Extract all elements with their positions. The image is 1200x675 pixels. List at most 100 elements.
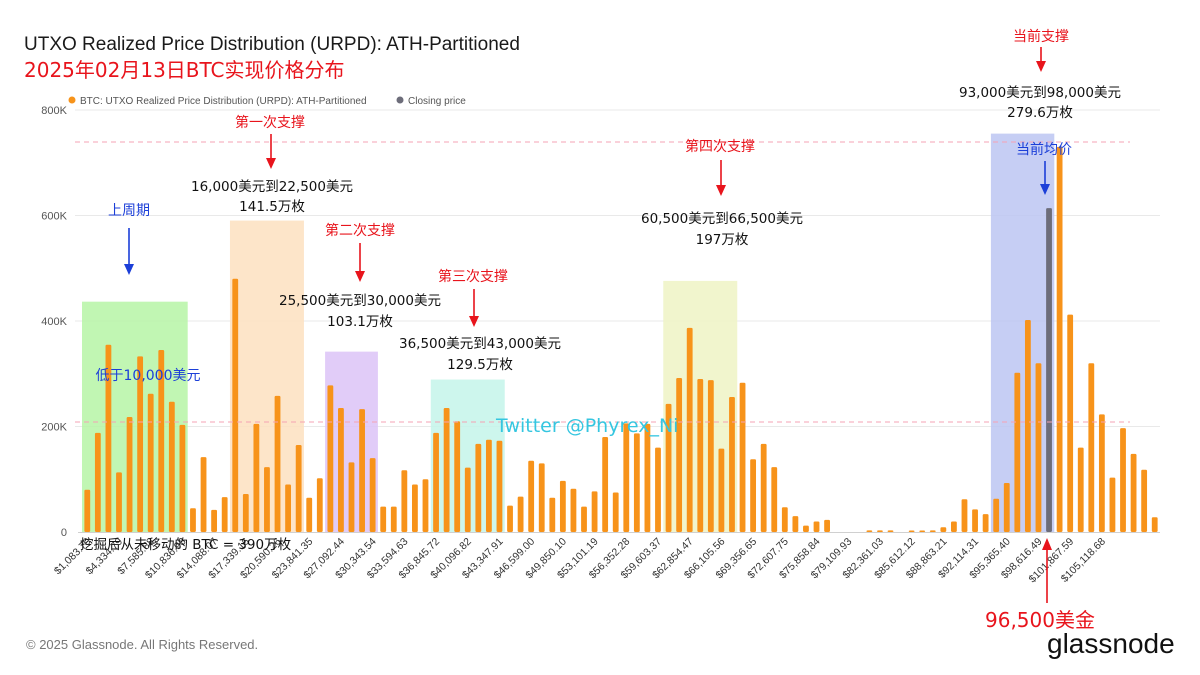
urpd-bar[interactable] [697,379,704,532]
urpd-bar[interactable] [1109,477,1116,532]
urpd-bar[interactable] [644,423,651,532]
urpd-bar[interactable] [105,344,112,532]
urpd-bar[interactable] [919,530,926,533]
urpd-bar[interactable] [1056,146,1063,533]
urpd-bar[interactable] [887,530,894,532]
urpd-bar[interactable] [750,459,757,532]
urpd-bar[interactable] [940,527,947,532]
urpd-bar[interactable] [211,509,218,532]
urpd-bar[interactable] [549,497,556,532]
urpd-bar[interactable] [665,403,672,532]
urpd-bar[interactable] [168,401,175,532]
urpd-bar[interactable] [380,506,387,532]
urpd-bar[interactable] [264,467,270,532]
urpd-bar[interactable] [602,437,609,532]
urpd-bar[interactable] [528,460,535,532]
urpd-bar[interactable] [359,409,365,532]
urpd-bar[interactable] [221,497,228,532]
urpd-bar[interactable] [158,350,165,532]
urpd-bar[interactable] [422,479,429,532]
urpd-bar[interactable] [559,480,566,532]
urpd-bar[interactable] [327,385,334,532]
urpd-bar[interactable] [581,506,587,532]
closing-price-bar[interactable] [1046,208,1052,533]
urpd-bar[interactable] [306,497,313,532]
urpd-bar[interactable] [147,393,154,532]
urpd-bar[interactable] [824,519,830,532]
urpd-bar[interactable] [982,514,989,532]
urpd-bar[interactable] [1130,453,1137,532]
urpd-bar[interactable] [676,377,683,532]
urpd-bar[interactable] [200,457,207,532]
urpd-bar[interactable] [232,278,239,532]
urpd-bar[interactable] [951,521,957,532]
urpd-bar[interactable] [433,432,439,532]
urpd-bar[interactable] [285,484,291,532]
urpd-bar[interactable] [729,396,735,532]
urpd-bar[interactable] [190,508,196,532]
urpd-bar[interactable] [760,443,767,532]
urpd-bar[interactable] [443,408,450,532]
urpd-bar[interactable] [591,491,598,532]
legend-label-closing[interactable]: Closing price [408,96,466,107]
urpd-bar[interactable] [1014,372,1021,532]
urpd-bar[interactable] [116,472,122,532]
urpd-bar[interactable] [781,507,788,532]
urpd-bar[interactable] [1024,319,1031,532]
urpd-bar[interactable] [517,496,524,532]
urpd-bar[interactable] [1120,428,1126,532]
urpd-bar[interactable] [94,432,101,532]
urpd-bar[interactable] [485,439,492,532]
urpd-bar[interactable] [538,463,545,532]
urpd-bar[interactable] [623,423,630,532]
urpd-bar[interactable] [348,462,355,532]
urpd-bar[interactable] [464,467,471,532]
urpd-bar[interactable] [961,499,968,532]
urpd-bar[interactable] [369,458,376,532]
urpd-bar[interactable] [570,488,577,532]
urpd-bar[interactable] [1088,363,1095,532]
urpd-bar[interactable] [771,467,778,532]
urpd-bar[interactable] [612,492,619,532]
urpd-bar[interactable] [1077,447,1084,532]
urpd-bar[interactable] [993,498,1000,532]
urpd-bar[interactable] [242,494,249,532]
urpd-bar[interactable] [707,380,714,532]
urpd-bar[interactable] [179,424,186,532]
urpd-bar[interactable] [454,421,461,532]
urpd-bar[interactable] [929,530,936,532]
urpd-bar[interactable] [1035,363,1042,532]
urpd-bar[interactable] [1067,314,1074,532]
urpd-bar[interactable] [274,395,281,532]
urpd-bar[interactable] [84,489,91,532]
urpd-bar[interactable] [390,506,397,532]
legend-label-urpd[interactable]: BTC: UTXO Realized Price Distribution (U… [80,96,367,107]
urpd-bar[interactable] [813,521,820,532]
urpd-bar[interactable] [412,484,418,532]
urpd-bar[interactable] [1141,469,1148,532]
urpd-bar[interactable] [972,509,978,532]
urpd-bar[interactable] [126,417,133,532]
urpd-bar[interactable] [792,516,799,532]
urpd-bar[interactable] [253,423,260,532]
urpd-bar[interactable] [316,478,323,532]
urpd-bar[interactable] [686,327,693,532]
urpd-bar[interactable] [137,356,144,532]
urpd-bar[interactable] [739,382,746,532]
urpd-bar[interactable] [908,530,915,533]
urpd-bar[interactable] [633,433,640,532]
urpd-bar[interactable] [1003,482,1010,532]
urpd-bar[interactable] [1151,517,1158,532]
urpd-bar[interactable] [1098,414,1105,532]
urpd-bar[interactable] [655,447,661,532]
urpd-bar[interactable] [295,444,302,532]
urpd-bar[interactable] [496,440,503,532]
urpd-bar[interactable] [803,525,809,532]
urpd-bar[interactable] [877,530,883,532]
urpd-bar[interactable] [401,470,408,532]
urpd-bar[interactable] [475,443,482,532]
urpd-bar[interactable] [507,505,513,532]
urpd-bar[interactable] [866,530,873,532]
urpd-bar[interactable] [718,448,725,532]
urpd-bar[interactable] [338,408,344,532]
